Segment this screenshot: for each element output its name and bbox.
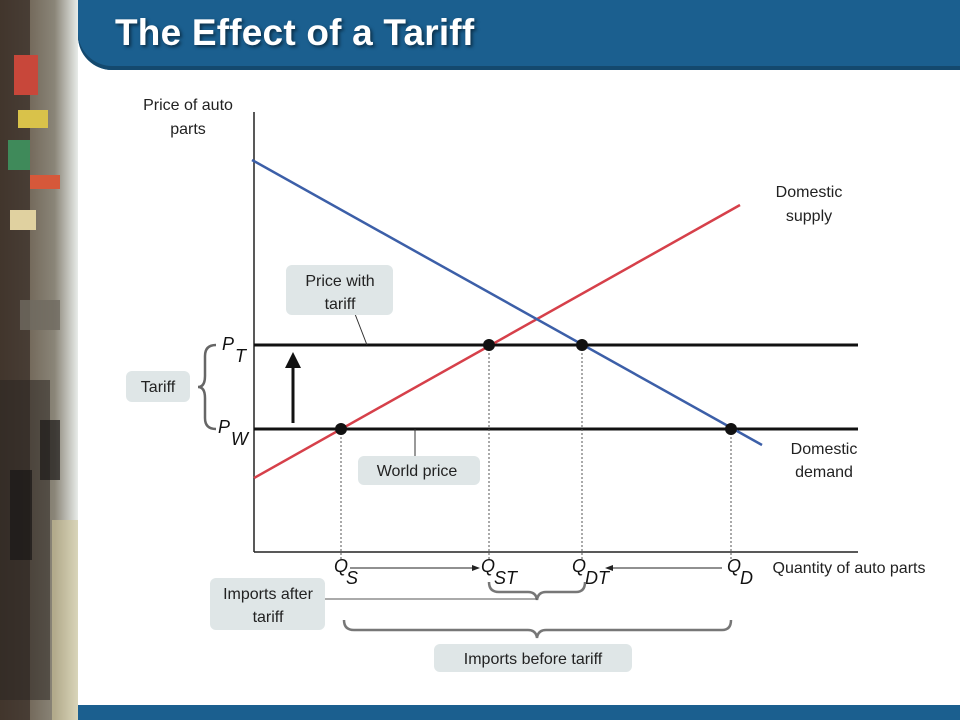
- x-axis-label: Quantity of auto parts: [773, 560, 926, 577]
- pw-subscript: W: [231, 429, 250, 449]
- qd-subscript: D: [740, 568, 753, 588]
- imports-before-brace: [342, 619, 733, 639]
- street-photo-strip: [0, 0, 78, 720]
- street-photo-illustration: [0, 0, 78, 720]
- tariff-callout: Tariff: [126, 371, 190, 402]
- price-with-tariff-line1: Price with: [305, 273, 374, 290]
- qst-subscript: ST: [494, 568, 519, 588]
- y-axis-label-line1: Price of auto: [143, 97, 233, 114]
- price-with-tariff-leader: [354, 313, 368, 346]
- price-with-tariff-callout: Price with tariff: [286, 265, 393, 346]
- title-bar: [78, 0, 960, 70]
- qst-symbol: Q: [481, 556, 495, 576]
- price-with-tariff-box: [286, 265, 393, 315]
- world-price-label: World price: [377, 463, 458, 480]
- domestic-demand-curve: [251, 158, 763, 447]
- imports-before-tariff-callout: Imports before tariff: [434, 644, 632, 672]
- imports-after-tariff-callout: Imports after tariff: [210, 578, 325, 630]
- demand-label-line2: demand: [795, 464, 853, 481]
- y-axis-label-line2: parts: [170, 121, 206, 138]
- world-price-box: [358, 456, 480, 485]
- tariff-up-arrowhead: [285, 352, 301, 368]
- qdt-symbol: Q: [572, 556, 586, 576]
- supply-label-line1: Domestic: [776, 184, 843, 201]
- qs-subscript: S: [346, 568, 358, 588]
- slide-title: The Effect of a Tariff: [115, 12, 475, 53]
- quantity-drop-lines: [340, 345, 732, 560]
- qdt-subscript: DT: [585, 568, 611, 588]
- tariff-label: Tariff: [141, 379, 176, 396]
- imports-before-box: [434, 644, 632, 672]
- price-with-tariff-line2: tariff: [325, 296, 356, 313]
- imports-before-arrowhead: [605, 565, 613, 571]
- point-qs-pw: [335, 423, 347, 435]
- pt-symbol: P: [222, 334, 234, 354]
- imports-before-label: Imports before tariff: [464, 651, 603, 668]
- imports-after-line2: tariff: [253, 609, 284, 626]
- imports-after-line1: Imports after: [223, 586, 313, 603]
- qs-symbol: Q: [334, 556, 348, 576]
- world-price-callout: World price: [358, 429, 480, 485]
- imports-after-brace: [487, 581, 587, 601]
- tariff-box: [126, 371, 190, 402]
- footer-bar: [78, 705, 960, 720]
- point-qst-pt: [483, 339, 495, 351]
- imports-after-box: [210, 578, 325, 630]
- pw-symbol: P: [218, 417, 230, 437]
- demand-label-line1: Domestic: [791, 441, 858, 458]
- supply-label-line2: supply: [786, 208, 832, 225]
- tariff-brace: [197, 343, 217, 431]
- pt-subscript: T: [235, 346, 248, 366]
- point-qdt-pt: [576, 339, 588, 351]
- domestic-supply-curve: [253, 203, 741, 480]
- qd-symbol: Q: [727, 556, 741, 576]
- point-qd-pw: [725, 423, 737, 435]
- imports-after-arrowhead: [472, 565, 480, 571]
